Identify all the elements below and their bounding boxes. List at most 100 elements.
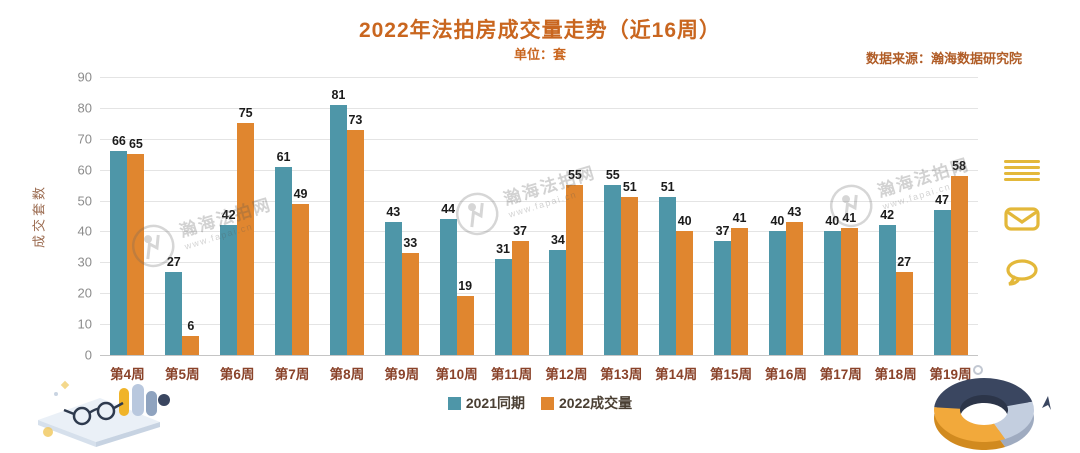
x-tick-label: 第10周	[435, 367, 478, 382]
chat-icon[interactable]	[1004, 257, 1040, 287]
bar-第7周-2022成交量	[292, 203, 310, 355]
gridline	[100, 293, 978, 295]
value-label: 66	[111, 134, 126, 149]
gridline	[100, 107, 978, 109]
value-label: 31	[496, 242, 511, 257]
value-label: 37	[715, 223, 730, 238]
bar-第15周-2022成交量	[731, 228, 749, 355]
mail-icon[interactable]	[1003, 205, 1041, 233]
gridline	[100, 138, 978, 140]
bar-第17周-2022成交量	[840, 228, 858, 355]
value-label: 61	[276, 149, 291, 164]
bar-第13周-2022成交量	[621, 197, 639, 355]
chart-title: 2022年法拍房成交量走势（近16周）	[358, 19, 722, 42]
x-tick-label: 第11周	[490, 367, 533, 382]
bar-第11周-2022成交量	[511, 240, 529, 355]
value-label: 51	[660, 180, 675, 195]
legend-swatch	[447, 396, 461, 410]
y-tick-label: 90	[77, 69, 92, 85]
bar-第4周-2022成交量	[127, 154, 145, 355]
y-tick-label: 30	[77, 254, 92, 270]
value-label: 37	[513, 223, 528, 238]
value-label: 44	[441, 202, 456, 217]
bar-第6周-2022成交量	[237, 123, 255, 355]
x-tick-label: 第13周	[600, 367, 643, 382]
bar-第18周-2021同期	[878, 225, 896, 355]
bar-第17周-2021同期	[823, 231, 841, 355]
y-tick-label: 70	[77, 131, 92, 147]
decor-donut-illustration	[934, 365, 1051, 450]
data-source-label: 数据来源：瀚海数据研究院	[865, 51, 1022, 66]
legend: 2021同期 2022成交量	[0, 393, 1080, 413]
bar-第19周-2021同期	[933, 209, 951, 355]
value-label: 47	[935, 192, 950, 207]
value-label: 19	[458, 279, 473, 294]
legend-label: 2022成交量	[559, 395, 633, 411]
bar-第15周-2021同期	[714, 240, 732, 355]
y-tick-label: 20	[77, 285, 92, 301]
x-tick-label: 第16周	[764, 367, 807, 382]
bar-第18周-2022成交量	[895, 271, 913, 355]
bar-第8周-2021同期	[329, 104, 347, 355]
bar-第5周-2022成交量	[182, 336, 200, 355]
value-label: 58	[952, 158, 967, 173]
bar-第14周-2022成交量	[676, 231, 694, 355]
value-label: 81	[331, 87, 346, 102]
y-tick-label: 10	[77, 316, 92, 332]
legend-item: 2021同期	[447, 393, 525, 413]
value-label: 75	[238, 106, 253, 121]
y-tick-label: 60	[77, 162, 92, 178]
gridline	[100, 355, 978, 356]
bar-第5周-2021同期	[165, 271, 183, 355]
x-tick-label: 第12周	[545, 367, 588, 382]
bar-第10周-2022成交量	[456, 296, 474, 355]
gridline	[100, 169, 978, 171]
y-tick-label: 40	[77, 223, 92, 239]
value-label: 49	[293, 186, 308, 201]
decor-books-glasses-illustration	[38, 380, 170, 447]
value-label: 27	[166, 254, 181, 269]
value-label: 42	[880, 208, 895, 223]
gridline	[100, 262, 978, 264]
value-label: 43	[787, 205, 802, 220]
bar-第14周-2021同期	[659, 197, 677, 355]
bar-第9周-2022成交量	[401, 253, 419, 355]
x-tick-label: 第19周	[929, 367, 972, 382]
bar-第6周-2021同期	[220, 225, 238, 355]
value-label: 55	[605, 168, 620, 183]
bar-第11周-2021同期	[494, 259, 512, 355]
bar-第7周-2021同期	[275, 166, 293, 355]
value-label: 51	[622, 180, 637, 195]
legend-label: 2021同期	[465, 395, 525, 411]
bar-第4周-2021同期	[110, 151, 128, 355]
bar-第16周-2021同期	[768, 231, 786, 355]
bar-第12周-2022成交量	[566, 185, 584, 355]
unit-label: 单位：套	[513, 47, 566, 62]
bar-第19周-2022成交量	[950, 175, 968, 355]
x-tick-label: 第17周	[819, 367, 862, 382]
value-label: 34	[550, 232, 565, 247]
value-label: 73	[348, 112, 363, 127]
y-tick-label: 0	[84, 347, 92, 363]
value-label: 41	[842, 211, 857, 226]
value-label: 65	[128, 137, 143, 152]
gridline	[100, 77, 978, 78]
value-label: 43	[386, 205, 401, 220]
gridline	[100, 231, 978, 233]
menu-icon[interactable]	[1004, 160, 1040, 181]
x-tick-label: 第18周	[874, 367, 917, 382]
value-label: 42	[221, 208, 236, 223]
x-tick-label: 第6周	[219, 367, 255, 382]
y-axis-title: 成交套数	[31, 183, 47, 249]
x-tick-label: 第4周	[110, 367, 145, 382]
plot-area: 0 10 20 30 40 50 60 70 80 90 66 65 第4周 27 6 第5周 42 75 第6周 6…	[78, 70, 978, 382]
value-label: 40	[825, 214, 840, 229]
legend-item: 2022成交量	[541, 393, 632, 413]
x-tick-label: 第7周	[274, 367, 310, 382]
gridline	[100, 324, 978, 326]
x-tick-label: 第14周	[655, 367, 698, 382]
value-label: 55	[567, 168, 582, 183]
bar-第9周-2021同期	[384, 222, 402, 355]
bar-第8周-2022成交量	[346, 129, 364, 355]
